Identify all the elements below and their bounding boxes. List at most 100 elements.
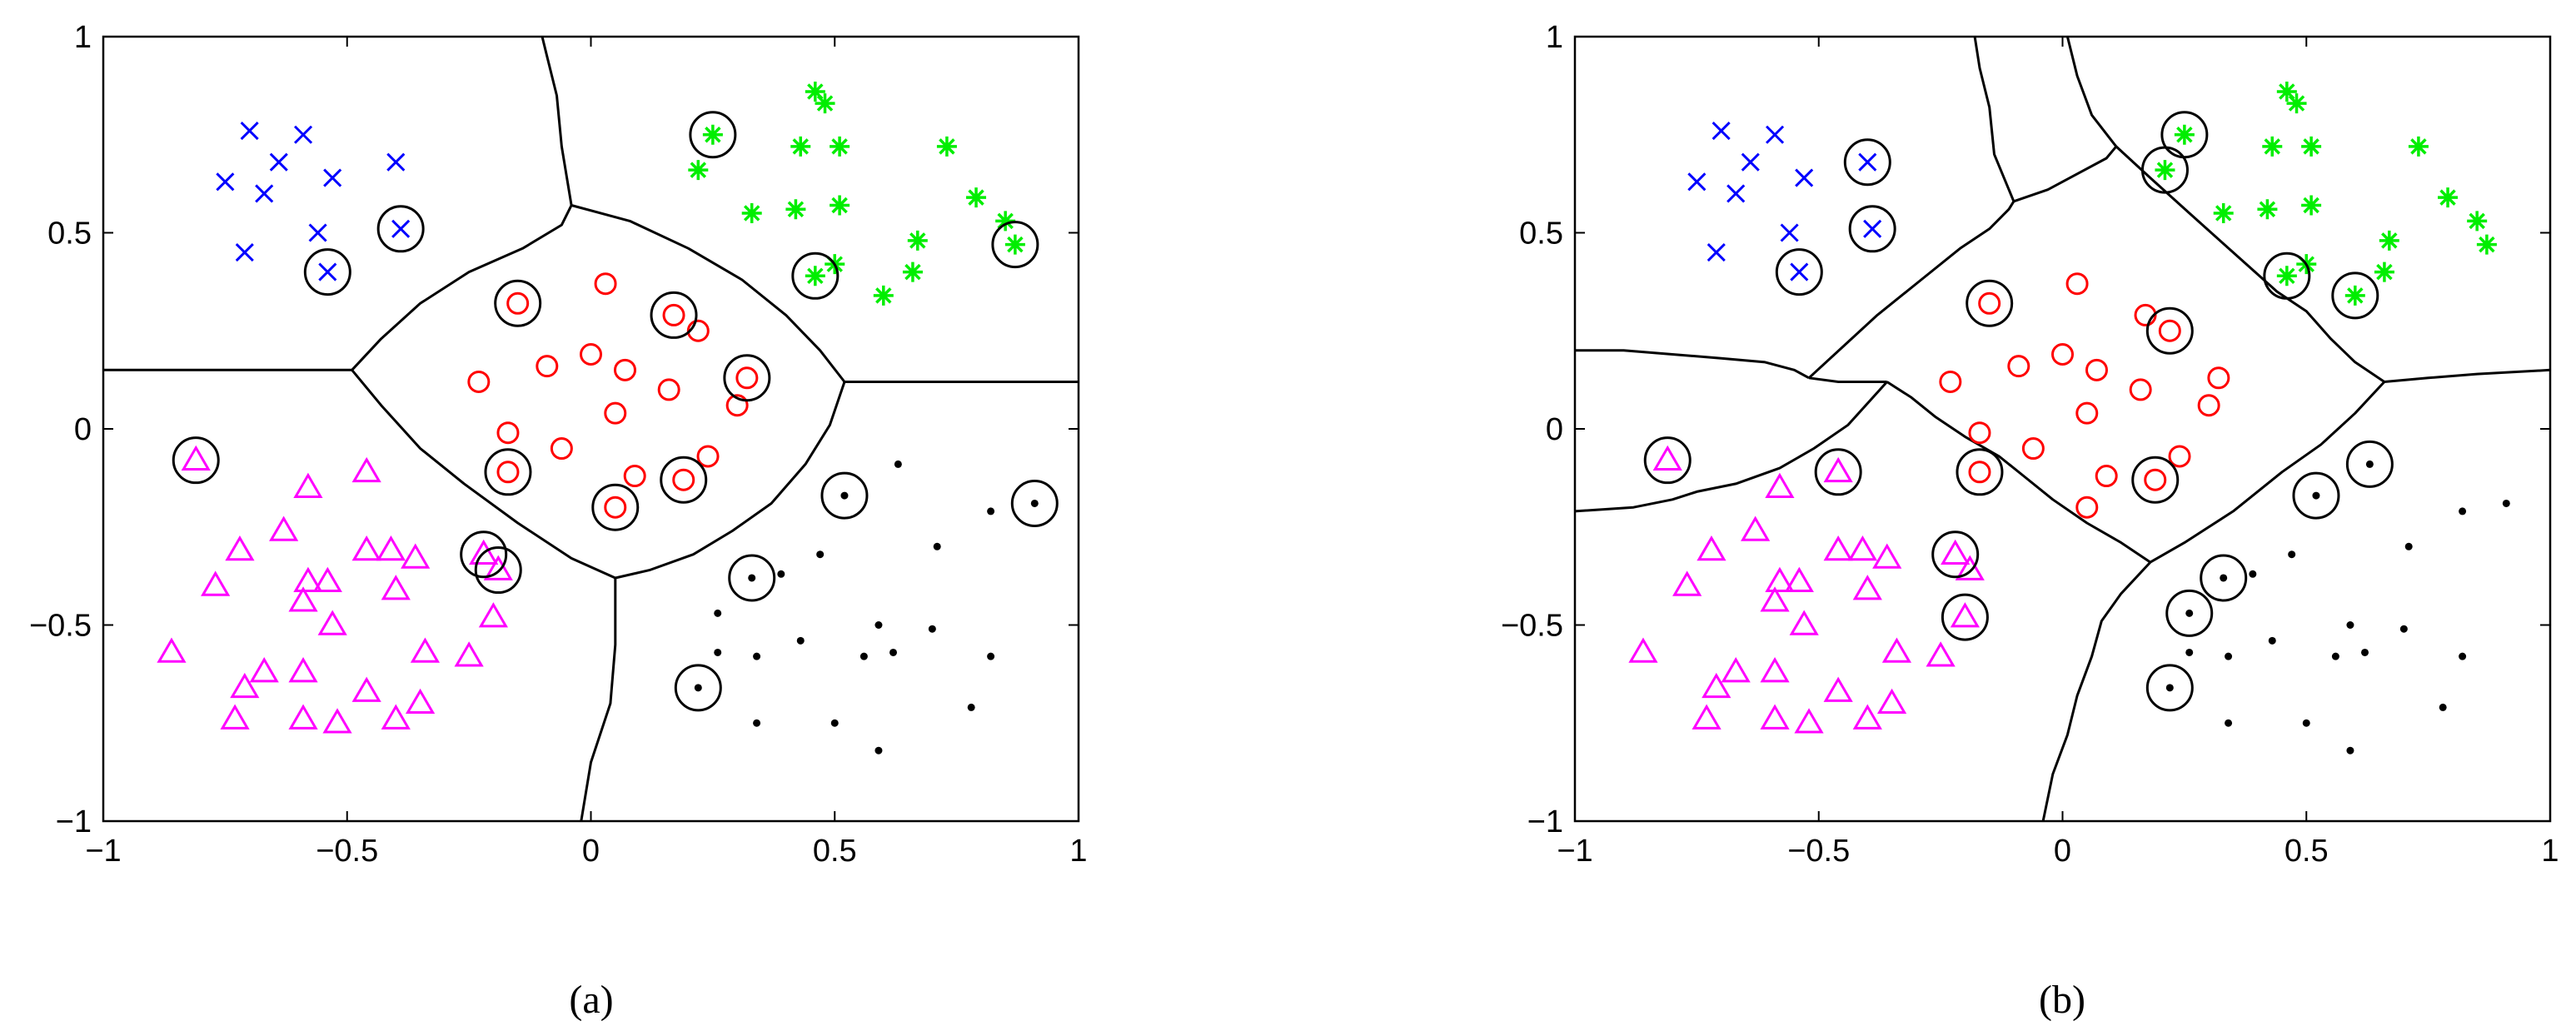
point-circle-0	[506, 291, 530, 315]
point-dot-12	[2185, 648, 2194, 656]
point-star-9	[2301, 195, 2322, 216]
point-triangle-10	[1784, 566, 1814, 592]
y-tick-label: 0	[74, 412, 92, 447]
support-vector-ring-15	[1010, 479, 1059, 527]
point-cross-8	[235, 242, 254, 262]
point-dot-5	[2288, 550, 2296, 559]
support-vector-ring-4	[2140, 146, 2189, 194]
x-tick-label: −0.5	[1787, 834, 1850, 869]
point-dot-17	[2165, 684, 2174, 692]
support-vector-ring-13	[474, 546, 522, 595]
support-vector-ring-10	[2131, 456, 2180, 504]
y-tick-label: 1	[74, 20, 92, 55]
point-star-16	[2374, 261, 2394, 282]
support-vector-ring-2	[1775, 248, 1823, 296]
point-dot-16	[2459, 652, 2467, 660]
point-dot-6	[777, 570, 785, 578]
point-triangle-21	[454, 641, 484, 667]
point-circle-2	[662, 303, 685, 326]
support-vector-ring-0	[376, 205, 425, 253]
point-circle-4	[580, 343, 602, 366]
decision-boundary-2	[1973, 37, 2015, 202]
point-star-9	[830, 195, 850, 216]
x-tick-label: 0.5	[813, 834, 857, 869]
decision-boundary-8	[2041, 561, 2151, 821]
point-circle-8	[467, 370, 491, 393]
decision-boundary-4	[2065, 37, 2118, 147]
point-circle-11	[2075, 401, 2099, 425]
point-triangle-10	[312, 566, 342, 592]
x-tick-label: 0.5	[2285, 834, 2329, 869]
point-dot-15	[2331, 652, 2339, 660]
support-vector-ring-6	[650, 291, 698, 339]
point-dot-10	[2399, 625, 2408, 633]
decision-boundary-6	[580, 578, 617, 821]
point-circle-16	[2095, 465, 2118, 488]
point-cross-8	[1707, 242, 1726, 262]
point-triangle-7	[401, 543, 431, 569]
point-cross-0	[240, 121, 259, 141]
point-star-7	[2213, 202, 2234, 223]
point-star-1	[815, 93, 835, 114]
point-dot-8	[2185, 609, 2194, 617]
support-vector-ring-12	[1814, 448, 1862, 496]
point-cross-1	[293, 125, 313, 144]
point-star-15	[805, 266, 825, 286]
point-cross-6	[386, 152, 406, 172]
point-triangle-11	[201, 570, 231, 596]
point-cross-7	[1780, 223, 1799, 242]
decision-boundary-3	[571, 204, 846, 383]
point-circle-13	[2021, 437, 2045, 461]
point-dot-7	[748, 574, 756, 582]
point-triangle-2	[293, 472, 323, 498]
point-star-13	[907, 230, 928, 251]
support-vector-ring-0	[1843, 138, 1891, 187]
point-star-11	[995, 211, 1016, 232]
point-dot-20	[2302, 719, 2310, 727]
point-triangle-26	[1760, 704, 1790, 730]
decision-boundary-7	[2150, 381, 2385, 564]
point-triangle-21	[1926, 641, 1956, 667]
point-dot-20	[830, 719, 839, 727]
point-dot-19	[753, 719, 761, 727]
point-triangle-25	[220, 704, 250, 730]
point-triangle-28	[1852, 704, 1882, 730]
decision-boundary-1	[351, 204, 573, 371]
x-tick-label: −1	[85, 834, 121, 869]
x-tick-label: −0.5	[316, 834, 378, 869]
point-cross-9	[391, 219, 411, 238]
point-circle-15	[1968, 461, 1991, 484]
point-star-16	[902, 261, 923, 282]
x-tick-label: −1	[1557, 834, 1592, 869]
point-dot-14	[2225, 652, 2233, 660]
point-triangle-4	[1823, 535, 1853, 561]
decision-boundary-1	[1807, 201, 2015, 379]
point-star-12	[1004, 234, 1025, 255]
point-star-3	[2155, 160, 2175, 181]
point-triangle-28	[381, 704, 411, 730]
point-circle-9	[657, 378, 680, 401]
point-triangle-22	[1823, 676, 1853, 702]
support-vector-ring-13	[1931, 530, 1980, 579]
point-triangle-1	[351, 456, 381, 483]
point-dot-1	[840, 491, 849, 500]
y-tick-label: −0.5	[29, 609, 92, 644]
point-triangle-18	[1721, 657, 1751, 683]
point-circle-10	[725, 394, 749, 417]
point-triangle-16	[317, 610, 347, 635]
point-triangle-3	[1741, 516, 1771, 541]
panel-b: −1 −0.5 0 0.5 1 −1 −0.5 0 0.5 1 (b)	[1501, 20, 2559, 1022]
point-dot-13	[889, 648, 898, 656]
point-cross-0	[1712, 121, 1731, 141]
decision-boundary-0	[1575, 349, 1810, 380]
point-star-17	[873, 285, 894, 306]
point-dot-9	[874, 621, 883, 629]
x-tick-label: 1	[2541, 834, 2559, 869]
point-dot-8	[714, 609, 722, 617]
point-dot-10	[928, 625, 936, 633]
support-vector-ring-2	[689, 111, 737, 159]
point-cross-4	[255, 184, 274, 203]
point-triangle-13	[1760, 586, 1790, 612]
point-star-6	[2408, 136, 2429, 157]
